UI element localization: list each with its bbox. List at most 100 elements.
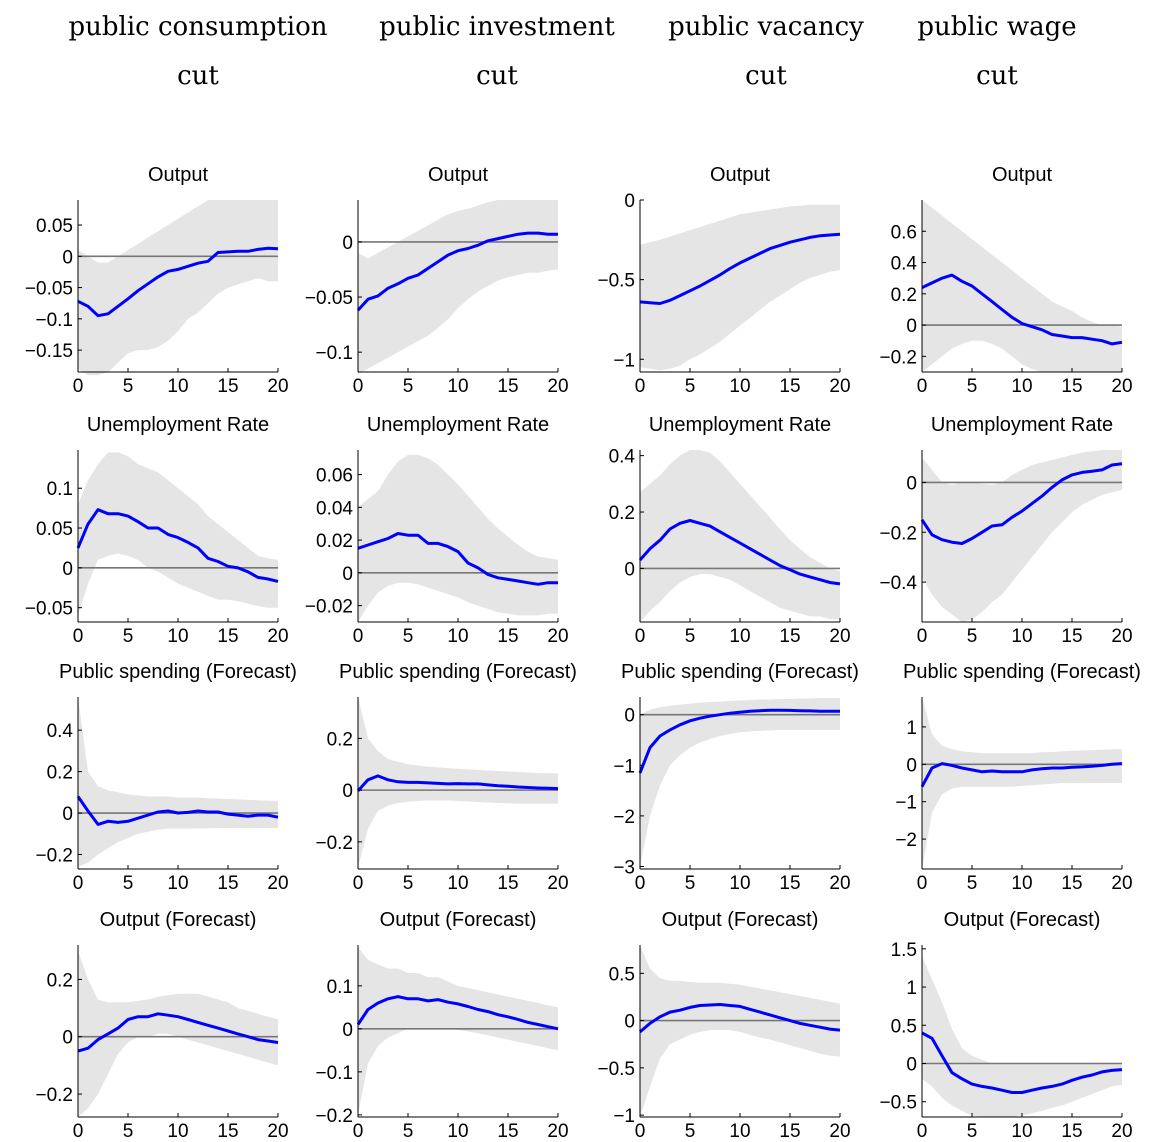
x-tick-label: 5 [403, 626, 414, 647]
column-heading-2-line2: cut [476, 61, 518, 91]
y-tick-label: 0.6 [891, 222, 917, 243]
panel-r4-c3: Output (Forecast)0.50−0.5−10 5 10 15 20 [597, 909, 850, 1142]
x-tick-label: 20 [267, 626, 288, 647]
confidence-band [358, 947, 558, 1115]
x-tick-label: 15 [1061, 873, 1082, 894]
y-tick-label: −0.2 [35, 845, 73, 866]
confidence-band [922, 697, 1122, 869]
x-tick-label: 0 [917, 626, 928, 647]
panel-title: Output (Forecast) [100, 909, 257, 931]
panel-title: Public spending (Forecast) [59, 661, 297, 683]
y-tick-label: −0.5 [597, 1059, 635, 1080]
impulse-response-line [920, 462, 1123, 545]
confidence-band [78, 950, 278, 1117]
y-tick-label: 0.2 [47, 763, 73, 784]
y-tick-label: −0.2 [879, 347, 917, 368]
x-tick-label: 20 [829, 626, 850, 647]
y-tick-label: 0 [624, 559, 635, 580]
x-tick-label: 15 [497, 873, 518, 894]
impulse-response-line [639, 1003, 841, 1034]
y-tick-label: −3 [613, 857, 635, 878]
panel-r3-c3: Public spending (Forecast)0−1−2−30 5 10 15 2… [613, 661, 859, 894]
y-tick-label: −1 [895, 793, 917, 814]
column-heading-4-line1: public wage [917, 12, 1076, 42]
x-tick-label: 0 [635, 873, 646, 894]
impulse-response-line [638, 519, 841, 586]
y-tick-label: −0.5 [879, 1093, 917, 1114]
x-tick-label: 15 [779, 873, 800, 894]
y-tick-label: 0.4 [609, 447, 636, 468]
x-tick-label: 0 [635, 376, 646, 397]
x-tick-label: 0 [353, 873, 364, 894]
y-tick-label: −0.15 [25, 341, 73, 362]
y-tick-label: −2 [613, 807, 635, 828]
y-tick-label: −0.05 [25, 279, 73, 300]
y-tick-label: 1.5 [891, 940, 917, 961]
x-tick-label: 10 [729, 873, 750, 894]
x-tick-label: 0 [73, 626, 84, 647]
y-tick-label: 0 [342, 781, 353, 802]
x-tick-label: 10 [1011, 873, 1032, 894]
confidence-band [640, 698, 840, 867]
panel-r2-c4: Unemployment Rate 0 −0.2 −0.4 0 5 10 15 20 [879, 414, 1132, 647]
x-tick-label: 5 [685, 376, 696, 397]
panel-title: Output (Forecast) [380, 909, 537, 931]
x-tick-label: 20 [1111, 873, 1132, 894]
column-heading-3-line1: public vacancy [668, 12, 864, 42]
panel-r4-c4: Output (Forecast)1.510.50−0.50 5 10 15 20 [879, 909, 1132, 1142]
x-tick-label: 15 [779, 626, 800, 647]
x-tick-label: 10 [729, 1121, 750, 1142]
x-tick-label: 15 [1061, 626, 1082, 647]
x-tick-label: 20 [1111, 626, 1132, 647]
x-tick-label: 10 [1011, 376, 1032, 397]
x-tick-label: 10 [447, 1121, 468, 1142]
x-tick-label: 5 [123, 1121, 134, 1142]
x-tick-label: 20 [829, 376, 850, 397]
y-tick-label: 1 [906, 978, 917, 999]
x-tick-label: 15 [779, 376, 800, 397]
impulse-response-line [356, 774, 559, 792]
y-tick-label: 0.5 [609, 964, 635, 985]
x-tick-label: 10 [167, 626, 188, 647]
confidence-band [640, 450, 840, 622]
y-tick-label: −0.1 [35, 310, 73, 331]
column-headings: public consumption cut public investment… [69, 12, 1077, 91]
y-tick-label: 0 [906, 755, 917, 776]
x-tick-label: 5 [967, 626, 978, 647]
panel-title: Output [428, 164, 488, 186]
x-tick-label: 0 [917, 1121, 928, 1142]
x-tick-label: 5 [685, 873, 696, 894]
y-tick-label: 0.4 [47, 721, 74, 742]
confidence-band [640, 204, 840, 371]
y-tick-label: 0.06 [316, 466, 353, 487]
x-tick-label: 5 [123, 626, 134, 647]
x-tick-label: 15 [217, 376, 238, 397]
x-tick-label: 5 [403, 873, 414, 894]
y-tick-label: 0.2 [327, 729, 353, 750]
impulse-response-line [356, 231, 558, 312]
panel-r3-c2: Public spending (Forecast)0.20−0.20 5 10 15… [315, 661, 576, 894]
confidence-band [78, 452, 278, 616]
x-tick-label: 15 [217, 626, 238, 647]
y-tick-label: 0.02 [316, 531, 353, 552]
x-tick-label: 0 [917, 873, 928, 894]
x-tick-label: 20 [267, 376, 288, 397]
panel-title: Output [992, 164, 1052, 186]
y-tick-label: −0.2 [315, 833, 353, 854]
x-tick-label: 5 [685, 626, 696, 647]
y-tick-label: −0.1 [315, 1063, 353, 1084]
y-tick-label: 0.2 [47, 970, 73, 991]
impulse-response-line [920, 762, 1123, 788]
column-heading-1-line1: public consumption [69, 12, 328, 42]
y-tick-label: −0.2 [35, 1085, 73, 1106]
confidence-band [358, 200, 558, 375]
panel-r3-c1: Public spending (Forecast)0.40.20−0.20 5 1… [35, 661, 296, 894]
x-tick-label: 15 [217, 1121, 238, 1142]
y-tick-label: 0 [624, 1012, 635, 1033]
y-tick-label: −0.05 [25, 599, 73, 620]
